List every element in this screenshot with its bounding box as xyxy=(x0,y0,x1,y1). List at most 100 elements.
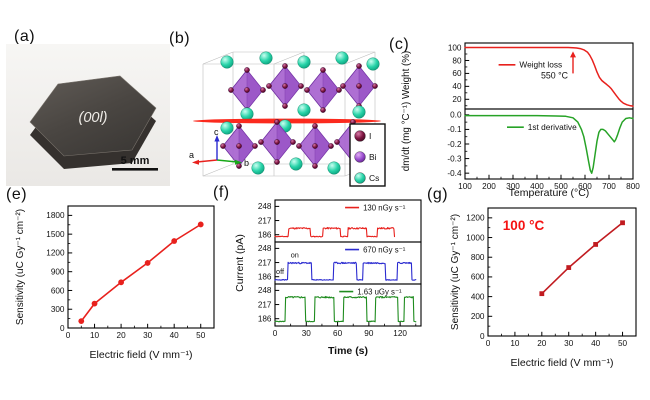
svg-text:10: 10 xyxy=(510,339,520,348)
svg-text:50: 50 xyxy=(196,331,206,340)
svg-text:248: 248 xyxy=(258,202,272,211)
svg-text:30: 30 xyxy=(564,339,574,348)
svg-text:217: 217 xyxy=(258,216,272,225)
svg-text:-0.3: -0.3 xyxy=(447,154,462,163)
svg-text:550 °C: 550 °C xyxy=(541,70,569,80)
axis-a-label: a xyxy=(189,150,194,160)
svg-text:500: 500 xyxy=(554,182,568,191)
svg-text:186: 186 xyxy=(258,230,272,239)
panel-a-label: (a) xyxy=(14,28,36,45)
scalebar-label: 5 mm xyxy=(121,155,150,167)
svg-text:60: 60 xyxy=(333,329,343,338)
svg-text:30: 30 xyxy=(143,331,153,340)
axis-b-label: b xyxy=(244,158,249,168)
svg-text:10: 10 xyxy=(90,331,100,340)
svg-text:100: 100 xyxy=(458,182,472,191)
svg-text:Sensitivity (uC Gy⁻¹ cm⁻²): Sensitivity (uC Gy⁻¹ cm⁻²) xyxy=(450,214,461,330)
legend-iodine-label: I xyxy=(369,131,371,141)
bismuth-sphere-icon xyxy=(354,151,366,163)
axis-c-label: c xyxy=(214,127,219,137)
svg-text:300: 300 xyxy=(506,182,520,191)
photocurrent-chart: 186 217 248 130 nGy s⁻¹ 186 217 248 670 nGy s⁻¹… xyxy=(234,199,422,357)
svg-text:dm/dt (mg °C⁻¹) Weight (%): dm/dt (mg °C⁻¹) Weight (%) xyxy=(401,51,412,172)
svg-text:Electric field (V mm⁻¹): Electric field (V mm⁻¹) xyxy=(511,357,614,369)
svg-text:Electric field (V mm⁻¹): Electric field (V mm⁻¹) xyxy=(90,349,193,361)
svg-text:1200: 1200 xyxy=(466,214,485,223)
svg-text:Time (s): Time (s) xyxy=(328,345,368,357)
svg-text:217: 217 xyxy=(258,258,272,267)
panel-g-label: (g) xyxy=(427,186,449,203)
crystal-face-label: (00l) xyxy=(78,110,107,126)
svg-text:186: 186 xyxy=(258,314,272,323)
svg-text:600: 600 xyxy=(578,182,592,191)
svg-text:217: 217 xyxy=(258,300,272,309)
svg-text:20: 20 xyxy=(537,339,547,348)
svg-text:400: 400 xyxy=(530,182,544,191)
svg-text:200: 200 xyxy=(471,312,485,321)
svg-text:20: 20 xyxy=(452,95,462,104)
svg-text:248: 248 xyxy=(258,244,272,253)
svg-text:800: 800 xyxy=(626,182,640,191)
svg-text:1500: 1500 xyxy=(46,230,65,239)
panel-c-label: (c) xyxy=(389,36,410,53)
axis-triad: a b c xyxy=(189,127,249,168)
sensitivity-chart-100c: 0 10 20 30 40 50 0 200 400 600 800 1000 1200 100 °C El… xyxy=(450,207,637,369)
iodine-sphere-icon xyxy=(354,130,366,142)
svg-text:90: 90 xyxy=(364,329,374,338)
panel-e-label: (e) xyxy=(6,186,28,203)
svg-text:Current (pA): Current (pA) xyxy=(234,234,246,292)
svg-text:600: 600 xyxy=(51,286,65,295)
svg-text:700: 700 xyxy=(602,182,616,191)
structure-legend: I Bi Cs xyxy=(349,123,386,187)
svg-text:Temperature (°C): Temperature (°C) xyxy=(509,187,590,199)
svg-text:130 nGy s⁻¹: 130 nGy s⁻¹ xyxy=(363,203,406,212)
svg-text:0: 0 xyxy=(66,331,71,340)
svg-text:800: 800 xyxy=(471,253,485,262)
svg-text:20: 20 xyxy=(117,331,127,340)
svg-text:-0.1: -0.1 xyxy=(447,125,462,134)
svg-text:40: 40 xyxy=(591,339,601,348)
svg-text:0: 0 xyxy=(480,332,485,341)
panel-b-label: (b) xyxy=(169,30,191,47)
svg-text:670 nGy s⁻¹: 670 nGy s⁻¹ xyxy=(363,245,406,254)
legend-cesium-label: Cs xyxy=(369,173,379,183)
svg-text:186: 186 xyxy=(258,272,272,281)
svg-text:120: 120 xyxy=(393,329,407,338)
crystal-photo: (00l) 5 mm xyxy=(6,44,170,186)
svg-text:80: 80 xyxy=(452,56,462,65)
svg-text:100 °C: 100 °C xyxy=(503,218,545,233)
cesium-sphere-icon xyxy=(354,172,366,184)
svg-text:1.63 uGy s⁻¹: 1.63 uGy s⁻¹ xyxy=(357,287,402,296)
svg-text:0: 0 xyxy=(486,339,491,348)
svg-text:on: on xyxy=(291,251,299,260)
svg-text:600: 600 xyxy=(471,273,485,282)
panel-f-label: (f) xyxy=(213,184,230,201)
svg-text:0: 0 xyxy=(273,329,278,338)
crystal-structure: a b c I Bi Cs xyxy=(189,51,386,187)
svg-text:-0.2: -0.2 xyxy=(447,140,462,149)
svg-text:0: 0 xyxy=(60,324,65,333)
svg-text:248: 248 xyxy=(258,286,272,295)
svg-text:1800: 1800 xyxy=(46,211,65,220)
svg-text:40: 40 xyxy=(170,331,180,340)
svg-text:400: 400 xyxy=(471,292,485,301)
crystal-top-face xyxy=(29,75,157,157)
svg-text:-0.4: -0.4 xyxy=(447,169,462,178)
svg-text:1200: 1200 xyxy=(46,249,65,258)
svg-text:900: 900 xyxy=(51,267,65,276)
svg-text:1st derivative: 1st derivative xyxy=(528,122,577,132)
sensitivity-chart-rt: 0 10 20 30 40 50 0 300 600 900 1200 1500 1800 Electri… xyxy=(15,205,215,361)
svg-text:300: 300 xyxy=(51,305,65,314)
svg-text:40: 40 xyxy=(452,82,462,91)
svg-text:1000: 1000 xyxy=(466,233,485,242)
svg-text:200: 200 xyxy=(482,182,496,191)
svg-text:Weight loss: Weight loss xyxy=(519,59,562,69)
svg-text:30: 30 xyxy=(302,329,312,338)
svg-text:50: 50 xyxy=(618,339,628,348)
scalebar-line xyxy=(112,168,158,171)
svg-text:Sensitivity (uC Gy⁻¹ cm⁻²): Sensitivity (uC Gy⁻¹ cm⁻²) xyxy=(15,209,26,325)
legend-bismuth-label: Bi xyxy=(369,152,377,162)
svg-text:60: 60 xyxy=(452,69,462,78)
